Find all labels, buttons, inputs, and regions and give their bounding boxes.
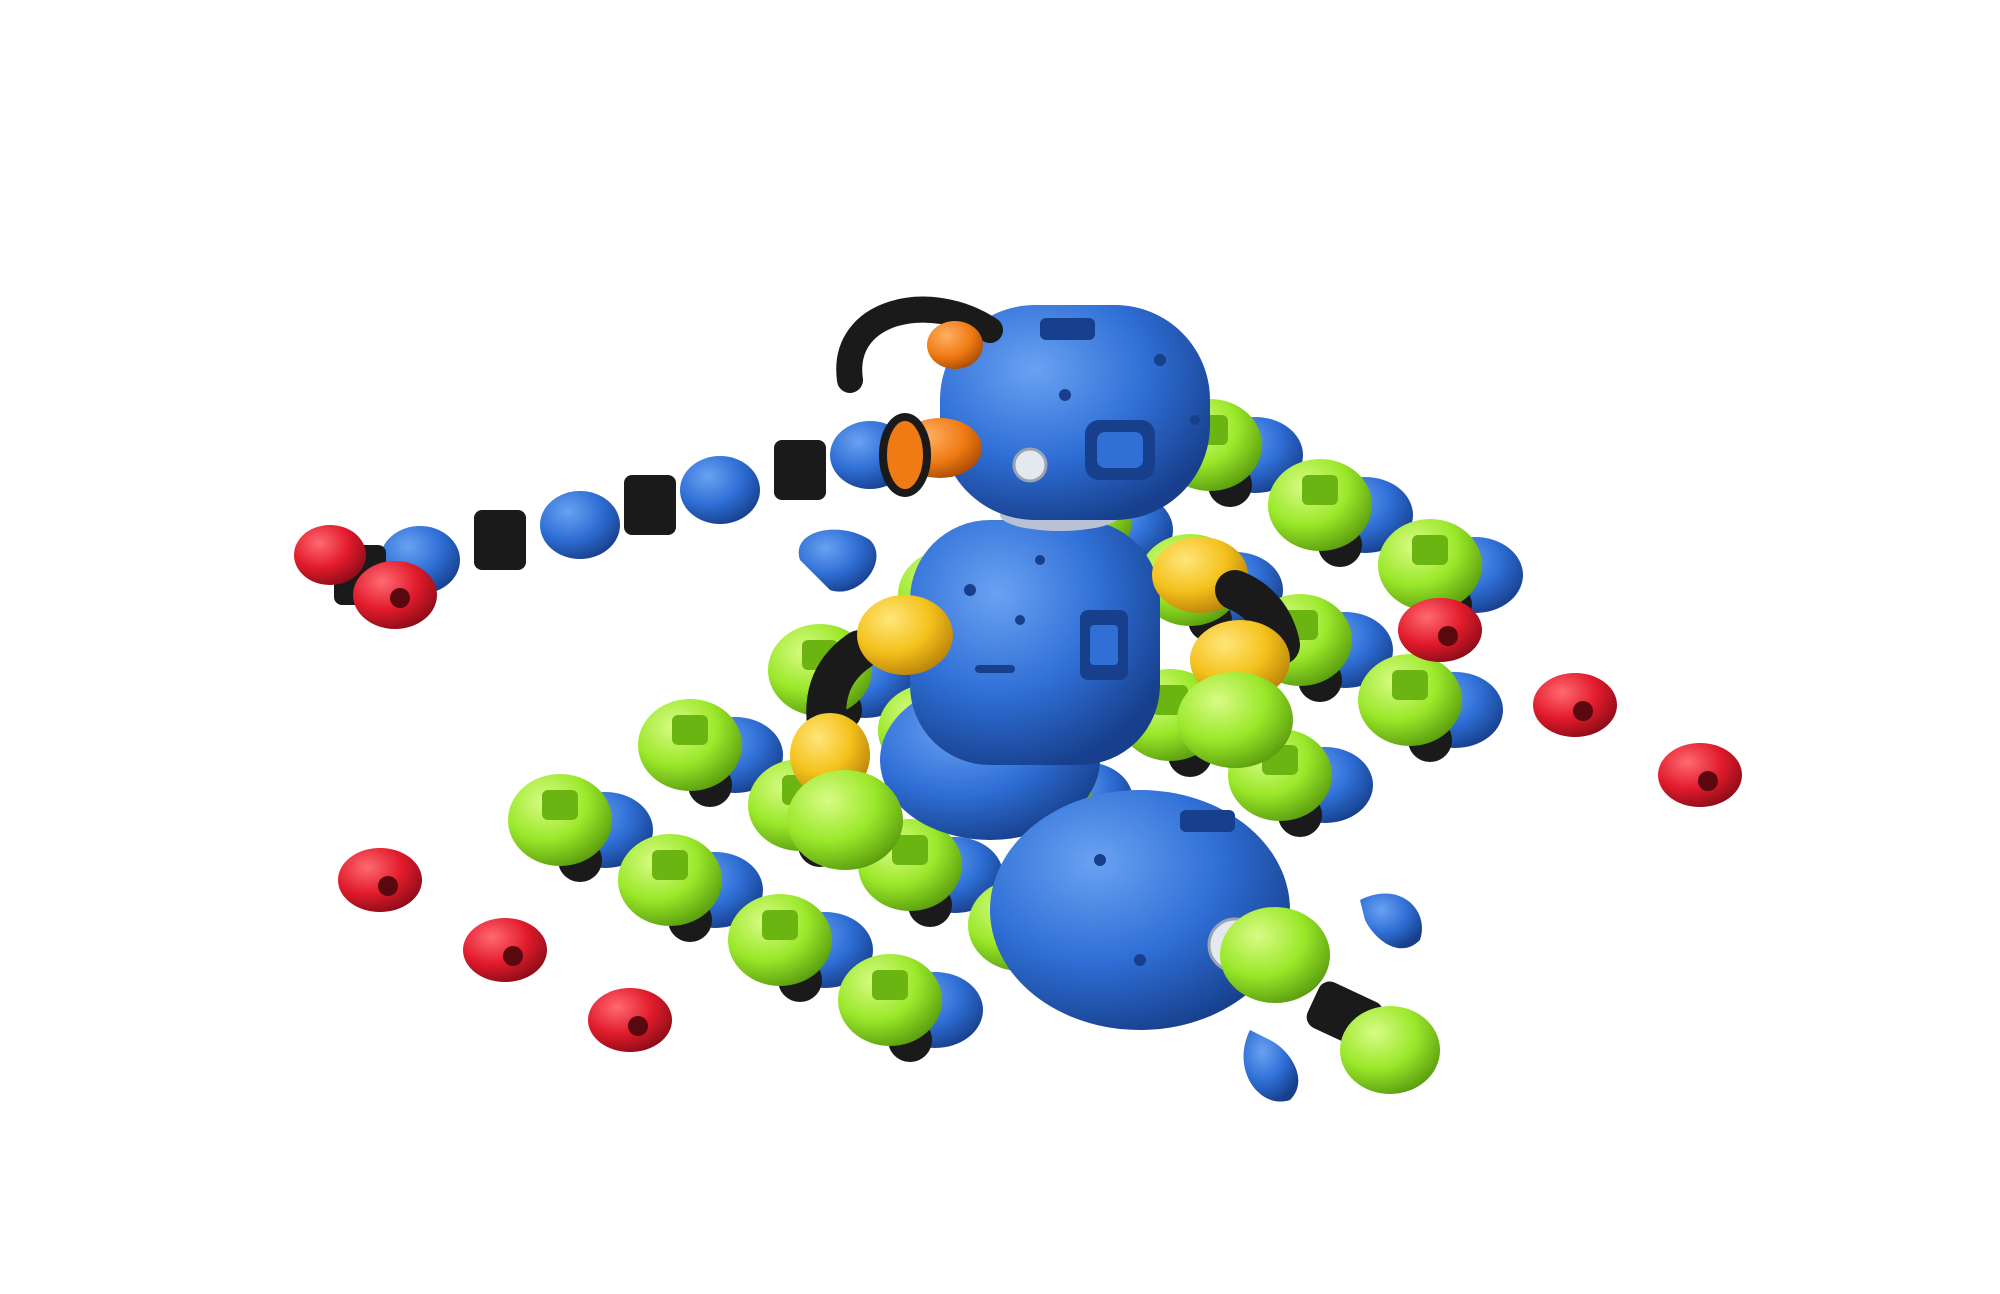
red-cap-hole	[503, 946, 523, 966]
pod-lime-piece	[1340, 1006, 1440, 1094]
orange-joint	[927, 321, 983, 369]
head-hole	[1190, 415, 1200, 425]
pod-hole	[1094, 854, 1106, 866]
front-pod	[990, 790, 1440, 1102]
head-slot-inner	[1097, 432, 1143, 468]
tail-red-tip	[294, 525, 366, 585]
lime-block-socket	[1302, 475, 1338, 505]
lime-block-socket	[872, 970, 908, 1000]
tail-black-link	[624, 475, 676, 535]
red-cap-hole	[378, 876, 398, 896]
lime-block-socket	[762, 910, 798, 940]
torso-slot-inner	[1090, 625, 1118, 665]
tail-black-link	[774, 440, 826, 500]
torso-vent	[975, 665, 1015, 673]
right-hand	[1177, 672, 1293, 768]
orange-ring	[883, 417, 927, 493]
pod-lime-piece	[1220, 907, 1330, 1003]
left-arm-yellow	[857, 595, 953, 675]
head-button	[1014, 449, 1046, 481]
tail-red-tip-hole	[390, 588, 410, 608]
tail-black-link	[474, 510, 526, 570]
pod-blue-claw	[1360, 894, 1422, 949]
lime-block-socket	[1392, 670, 1428, 700]
left-hand	[787, 770, 903, 870]
tail-blue-segment	[680, 456, 760, 524]
lime-block-socket	[672, 715, 708, 745]
torso-hole	[1015, 615, 1025, 625]
red-cap-hole	[1438, 626, 1458, 646]
lime-block-socket	[542, 790, 578, 820]
segmented-tail-arm	[294, 421, 910, 629]
tail-blue-segment	[540, 491, 620, 559]
red-cap-hole	[628, 1016, 648, 1036]
pod-slot	[1180, 810, 1235, 832]
head-hole	[1154, 354, 1166, 366]
red-cap-hole	[1698, 771, 1718, 791]
pod-blue-claw	[1244, 1030, 1299, 1102]
pod-hole	[1134, 954, 1146, 966]
red-cap-hole	[1573, 701, 1593, 721]
head-top-slot	[1040, 318, 1095, 340]
lime-block-socket	[1412, 535, 1448, 565]
torso-hole	[1035, 555, 1045, 565]
blue-claw	[799, 530, 877, 592]
torso-hole	[964, 584, 976, 596]
robot-figure	[787, 305, 1293, 870]
head-hole	[1059, 389, 1071, 401]
lime-block-socket	[652, 850, 688, 880]
